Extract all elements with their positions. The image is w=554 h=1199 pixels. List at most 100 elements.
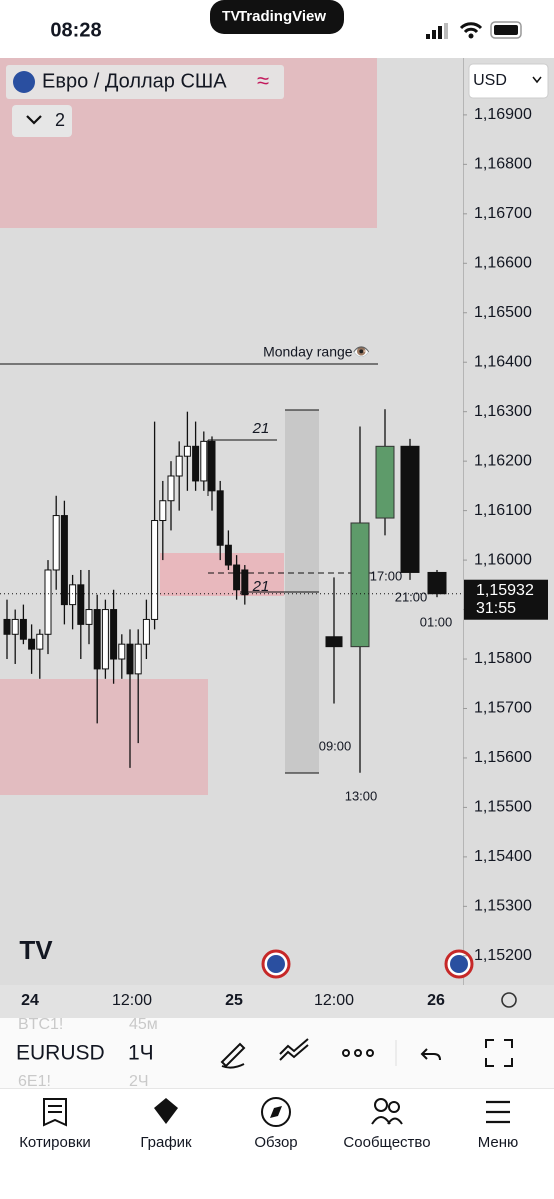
tv-logo: TV <box>19 935 53 965</box>
y-tick-label: 1,16700 <box>474 205 532 222</box>
last-price-label: 1,15932 <box>476 582 534 599</box>
symbol-title[interactable]: Евро / Доллар США <box>42 70 227 92</box>
tab-icon[interactable] <box>154 1098 178 1124</box>
y-tick-label: 1,15400 <box>474 848 532 865</box>
candle-body <box>233 564 241 591</box>
y-tick-label: 1,16300 <box>474 403 532 420</box>
x-tick-label: 25 <box>225 992 243 1009</box>
candle-body <box>126 643 134 675</box>
candle-body <box>325 636 343 648</box>
tab-icon[interactable] <box>43 1098 67 1127</box>
y-tick-label: 1,15300 <box>474 898 532 915</box>
tab-bar <box>0 1088 554 1199</box>
x-tick-label: 24 <box>21 992 39 1009</box>
tab-icon[interactable] <box>261 1097 291 1127</box>
candle-body <box>159 500 167 522</box>
candle-body <box>69 584 77 606</box>
watch-interval[interactable]: 45м <box>129 1016 158 1033</box>
undo-icon[interactable] <box>420 1048 441 1061</box>
annotation: 21 <box>252 420 270 437</box>
tab-label[interactable]: Котировки <box>19 1134 91 1151</box>
candle-body <box>208 440 216 492</box>
watch-interval[interactable]: 2Ч <box>129 1073 149 1090</box>
candle-body <box>400 445 420 573</box>
x-tick-label: 12:00 <box>112 992 152 1009</box>
battery-level <box>494 25 518 35</box>
candle-body <box>167 475 175 502</box>
annotation: 13:00 <box>345 788 378 803</box>
y-tick-label: 1,16400 <box>474 353 532 370</box>
watch-symbol[interactable]: 6E1! <box>18 1073 51 1090</box>
demand-zone <box>0 679 208 795</box>
y-tick-label: 1,16200 <box>474 452 532 469</box>
wifi <box>459 22 483 34</box>
event-flag <box>450 955 468 973</box>
y-tick-label: 1,16800 <box>474 156 532 173</box>
time-labels: 24 12:00 25 12:00 26 <box>21 992 445 1009</box>
candle-body <box>118 643 126 660</box>
candle-body <box>134 643 142 675</box>
candle-body <box>44 569 52 635</box>
app-name: TradingView <box>238 8 326 25</box>
toolbar <box>0 1018 554 1088</box>
tab-icon[interactable] <box>486 1100 510 1124</box>
y-tick-label: 1,15800 <box>474 650 532 667</box>
candle-body <box>77 584 85 625</box>
draw-icon[interactable] <box>220 1042 246 1069</box>
candle-body <box>200 440 208 482</box>
currency[interactable]: USD <box>473 72 507 89</box>
y-tick-label: 1,16500 <box>474 304 532 321</box>
tab-icon[interactable] <box>371 1098 403 1125</box>
settings-icon[interactable] <box>501 992 517 1008</box>
y-tick-label: 1,16100 <box>474 502 532 519</box>
flag-icon <box>13 71 35 93</box>
y-tick-label: 1,16900 <box>474 106 532 123</box>
candle-body <box>11 618 19 635</box>
tab-label[interactable]: График <box>140 1134 192 1151</box>
candle-body <box>52 515 60 571</box>
more-icon[interactable] <box>342 1049 374 1057</box>
candle-body <box>183 445 191 457</box>
candle-body <box>375 445 395 519</box>
indicators-icon[interactable] <box>279 1038 309 1061</box>
tab-label[interactable]: Сообщество <box>343 1134 430 1151</box>
tab-label[interactable]: Меню <box>478 1134 519 1151</box>
candle-body <box>93 609 101 670</box>
symbol[interactable]: EURUSD <box>16 1042 105 1065</box>
y-tick-label: 1,15200 <box>474 947 532 964</box>
annotation: 09:00 <box>319 738 352 753</box>
watch-symbol[interactable]: BTC1! <box>18 1016 63 1033</box>
candle-body <box>192 445 200 482</box>
candle-body <box>3 618 11 635</box>
annotation: 21 <box>252 578 270 595</box>
market-icon: ≈ <box>257 68 269 93</box>
last-price-badge <box>464 579 548 620</box>
y-tick-label: 1,16600 <box>474 255 532 272</box>
candle-body <box>110 609 118 660</box>
candle-body <box>427 571 447 595</box>
fullscreen-icon[interactable] <box>485 1039 513 1067</box>
x-tick-label: 12:00 <box>314 992 354 1009</box>
candle-body <box>19 618 27 640</box>
annotation: 01:00 <box>420 614 453 629</box>
clock: 08:28 <box>50 19 101 41</box>
candles <box>3 409 447 773</box>
candle-body <box>142 618 150 645</box>
y-tick-label: 1,15700 <box>474 700 532 717</box>
chevron <box>26 115 42 125</box>
y-tick-label: 1,15500 <box>474 799 532 816</box>
currency-select[interactable] <box>468 63 549 99</box>
indicators-toggle[interactable] <box>12 105 72 137</box>
candle-body <box>241 569 249 596</box>
time-axis <box>0 985 554 1018</box>
candle-body <box>85 609 93 625</box>
tab-label[interactable]: Обзор <box>254 1134 297 1151</box>
candle-body <box>28 638 36 650</box>
symbol-badge[interactable] <box>6 65 284 99</box>
interval[interactable]: 1Ч <box>128 1042 154 1065</box>
candle-body <box>60 515 68 606</box>
price-axis <box>463 58 554 985</box>
signal <box>426 23 448 39</box>
candle-body <box>36 633 44 650</box>
